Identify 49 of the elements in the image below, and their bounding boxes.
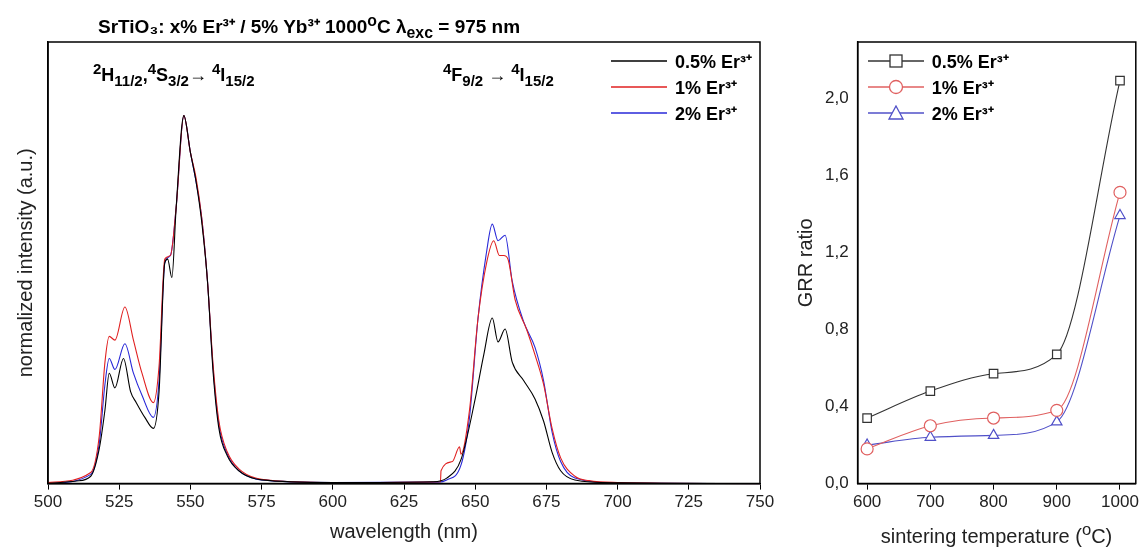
x-tick-label: 600 xyxy=(318,492,347,512)
x-tick-label: 900 xyxy=(1042,492,1071,512)
text: $^{2}$H$_{11/2}$,$^{4}$S$_{3/2}$→ $^{4}$I$_{15/2}$ xyxy=(93,60,255,89)
point xyxy=(862,413,872,423)
x-axis-title: sintering temperature ($^{o}$C) xyxy=(880,520,1113,548)
text: $^{4}$F$_{9/2}$ → $^{4}$I$_{15/2}$ xyxy=(443,60,554,89)
x-tick-label: 700 xyxy=(603,492,632,512)
x-tick-label: 750 xyxy=(745,492,775,512)
x-tick-label: 650 xyxy=(461,492,490,512)
y-tick-label: 0,8 xyxy=(824,319,849,339)
x-tick-label: 500 xyxy=(33,492,63,512)
y-tick-label: 0,4 xyxy=(824,396,849,416)
legend-label: 1% Er³⁺ xyxy=(675,77,738,99)
point xyxy=(1114,208,1126,220)
point xyxy=(988,368,999,379)
y-tick-label: 1,6 xyxy=(824,164,849,184)
y-axis-title: GRR ratio xyxy=(793,218,816,308)
point xyxy=(860,442,874,456)
x-tick-label: 575 xyxy=(247,492,276,512)
x-tick-label: 600 xyxy=(852,492,882,512)
legend-label: 0.5% Er³⁺ xyxy=(931,51,1009,73)
x-tick-label: 550 xyxy=(176,492,205,512)
y-tick-label: 0,0 xyxy=(824,473,849,493)
x-tick-label: 725 xyxy=(674,492,703,512)
y-tick-label: 2,0 xyxy=(824,87,849,107)
point xyxy=(1113,185,1127,200)
y-tick-label: 1,2 xyxy=(824,241,849,261)
x-axis-title: wavelength (nm) xyxy=(330,520,478,543)
x-tick-label: 1000 xyxy=(1101,492,1139,512)
x-tick-label: 700 xyxy=(916,492,945,512)
point xyxy=(1115,75,1125,86)
legend-label: 1% Er³⁺ xyxy=(931,77,994,99)
chart-title: SrTiO₃: x% Er³⁺ / 5% Yb³⁺ 1000$^{o}$C λ$_{exc}$ = 975 nm xyxy=(98,12,521,43)
point xyxy=(1050,415,1063,426)
point xyxy=(925,386,936,396)
point xyxy=(924,430,937,441)
y-axis-title: normalized intensity (a.u.) xyxy=(13,148,36,378)
x-tick-label: 675 xyxy=(532,492,561,512)
x-tick-label: 625 xyxy=(389,492,419,512)
point xyxy=(923,419,937,433)
x-tick-label: 800 xyxy=(979,492,1008,512)
legend-label: 2% Er³⁺ xyxy=(931,103,994,125)
point xyxy=(1050,403,1064,417)
legend-label: 0.5% Er³⁺ xyxy=(675,51,753,73)
point xyxy=(986,411,1001,425)
x-tick-label: 525 xyxy=(105,492,134,512)
point xyxy=(987,428,1000,439)
legend-label: 2% Er³⁺ xyxy=(675,103,738,125)
point xyxy=(1051,349,1062,360)
